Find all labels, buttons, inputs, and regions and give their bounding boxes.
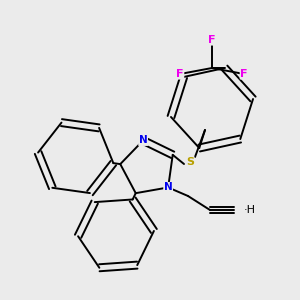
Text: F: F xyxy=(208,35,216,45)
Text: ·H: ·H xyxy=(244,205,256,215)
Text: F: F xyxy=(176,69,184,79)
Text: N: N xyxy=(164,182,172,193)
Text: F: F xyxy=(240,69,248,79)
Text: S: S xyxy=(186,157,194,167)
Text: N: N xyxy=(139,135,148,146)
